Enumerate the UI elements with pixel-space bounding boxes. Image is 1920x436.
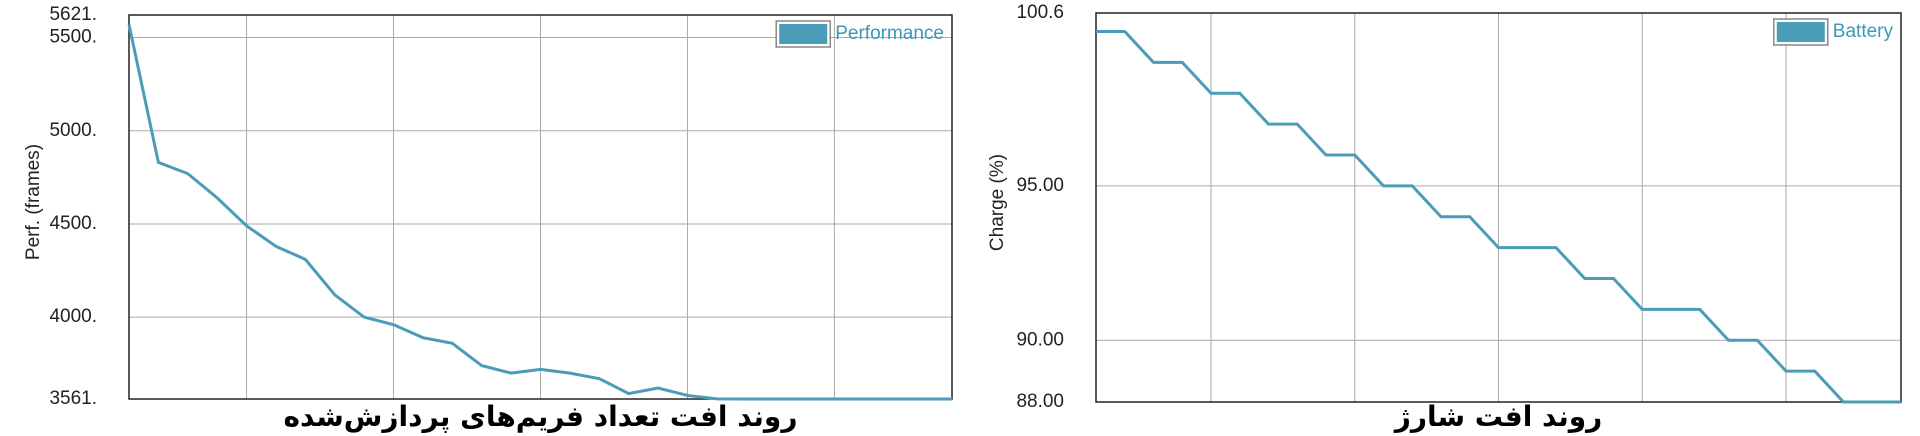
series-line [1096,30,1901,404]
y-tick-label: 4000. [49,306,97,327]
y-axis-label: Perf. (frames) [23,144,44,260]
y-tick-label: 95.00 [1016,175,1064,196]
y-tick-label: 90.00 [1016,329,1064,350]
legend-swatch [779,24,828,44]
y-tick-label: 3561. [49,388,97,409]
legend-label: Battery [1833,21,1894,42]
chart-title: روند افت شارژ [1393,400,1603,433]
y-tick-label: 100.6 [1016,2,1064,23]
series-line [127,24,952,401]
y-tick-label: 5621. [49,4,97,25]
y-tick-label: 5500. [49,27,97,48]
legend: Battery [1773,18,1894,46]
y-tick-label: 88.00 [1016,391,1064,412]
legend-swatch [1776,22,1825,42]
plot-frame [1095,12,1902,403]
y-tick-label: 4500. [49,213,97,234]
legend: Performance [775,20,944,48]
plot-frame [128,14,953,400]
chart-title: روند افت تعداد فریم‌های پردازش‌شده [284,400,798,433]
legend-label: Performance [835,23,944,44]
chart: 3561. 4000. 4500. 5000. 5500.5621. Performanc… [23,4,953,433]
y-tick-label: 5000. [49,120,97,141]
y-axis-label: Charge (%) [987,154,1008,251]
chart: 88.00 90.00 95.00 100.6 Battery Charge (%) رون… [987,2,1902,433]
